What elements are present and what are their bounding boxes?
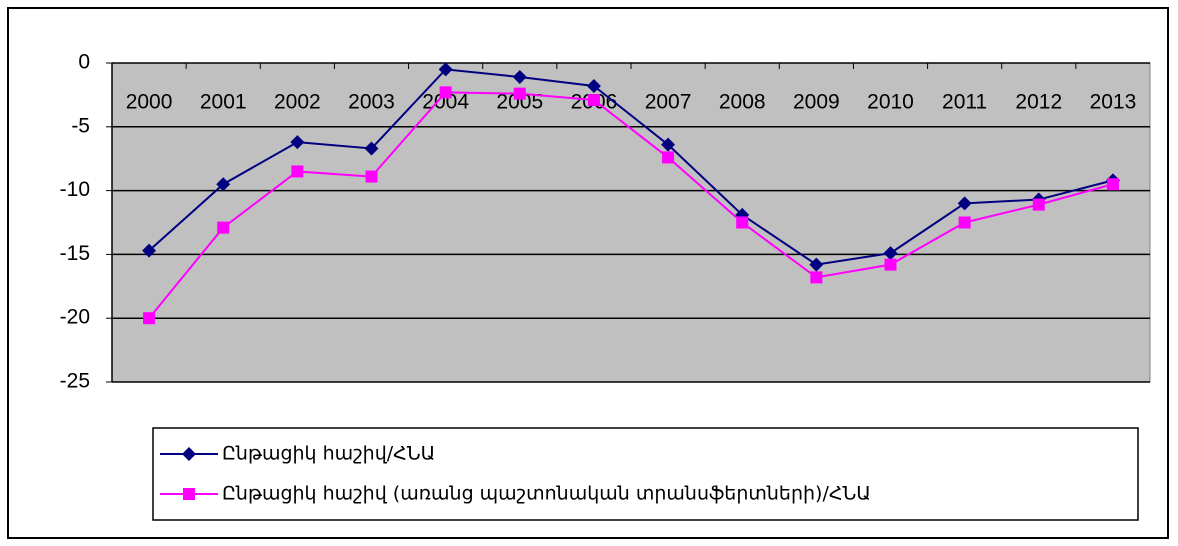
legend-box — [152, 427, 1139, 521]
marker — [587, 94, 600, 107]
marker — [143, 312, 156, 325]
marker — [661, 137, 676, 152]
x-tick-label: 2009 — [793, 91, 840, 114]
y-tick-label: -25 — [60, 370, 90, 393]
x-tick-label: 2000 — [126, 91, 173, 114]
marker — [662, 151, 675, 164]
plot-area — [111, 62, 1151, 383]
x-tick-label: 2010 — [867, 91, 914, 114]
marker — [957, 196, 972, 211]
y-tick-label: -15 — [60, 242, 90, 265]
marker — [513, 87, 526, 100]
marker — [438, 62, 453, 77]
marker — [142, 243, 157, 258]
marker — [883, 246, 898, 261]
marker — [291, 165, 304, 178]
x-tick-label: 2013 — [1090, 91, 1137, 114]
x-tick-label: 2003 — [348, 91, 395, 114]
y-tick-label: -10 — [60, 178, 90, 201]
marker — [958, 216, 971, 229]
x-tick-label: 2011 — [942, 91, 987, 114]
x-tick-label: 2012 — [1015, 91, 1062, 114]
marker — [1032, 198, 1045, 211]
marker — [439, 86, 452, 99]
y-tick-label: -20 — [60, 306, 90, 329]
marker — [512, 70, 527, 85]
legend-label: Ընթացիկ հաշիվ (առանց պաշտոնական տրանսֆեր… — [222, 483, 871, 505]
legend-label: Ընթացիկ հաշիվ/ՀՆԱ — [222, 443, 435, 465]
marker — [216, 177, 231, 192]
marker — [810, 271, 823, 284]
x-tick-label: 2008 — [719, 91, 766, 114]
x-tick-label: 2007 — [645, 91, 692, 114]
marker — [290, 135, 305, 150]
x-tick-label: 2002 — [274, 91, 321, 114]
marker — [1106, 178, 1119, 191]
marker — [884, 258, 897, 271]
y-tick-label: -5 — [71, 114, 90, 137]
y-tick-label: 0 — [78, 51, 90, 74]
x-tick-label: 2005 — [496, 91, 543, 114]
series-line — [148, 68, 1114, 266]
marker — [586, 78, 601, 93]
marker — [809, 257, 824, 272]
series-line — [148, 91, 1114, 319]
marker — [182, 447, 196, 461]
marker — [217, 221, 230, 234]
marker — [364, 141, 379, 156]
marker — [183, 488, 195, 500]
marker — [736, 216, 749, 229]
x-tick-label: 2004 — [422, 91, 469, 114]
x-tick-label: 2001 — [200, 91, 247, 114]
marker — [365, 170, 378, 183]
